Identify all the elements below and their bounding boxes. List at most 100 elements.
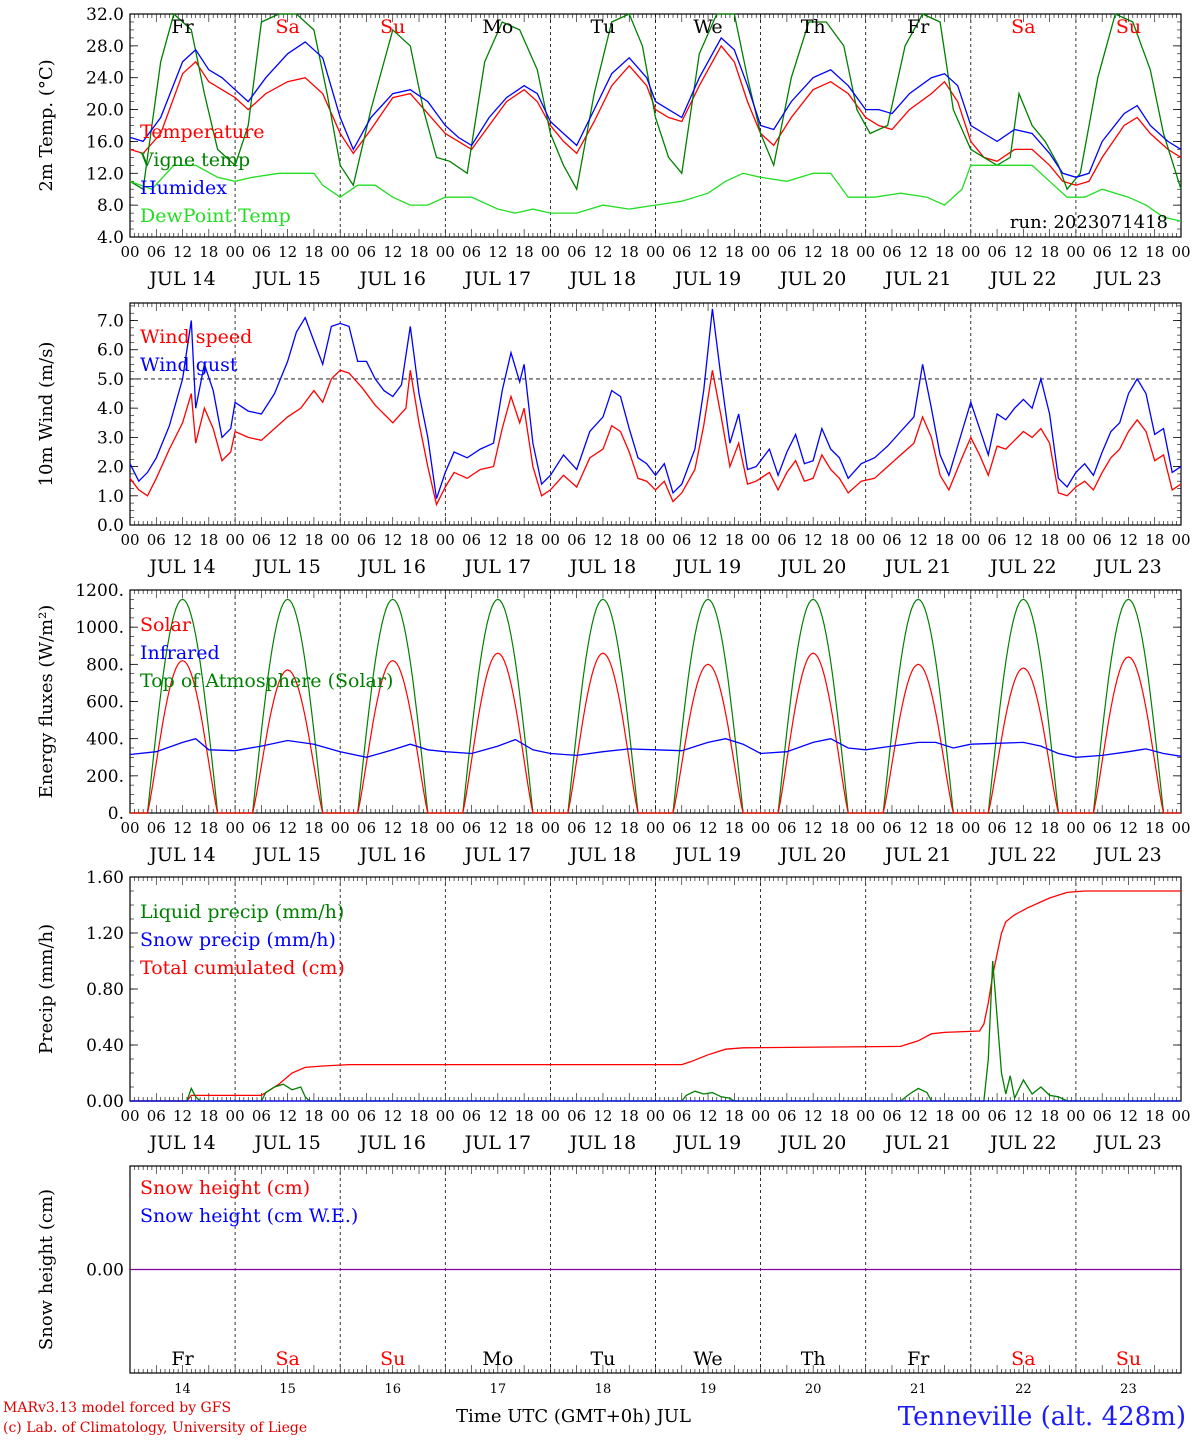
hour-label: 06 [777,819,796,837]
hour-label: 12 [278,243,297,261]
station-name: Tenneville (alt. 428m) [897,1402,1186,1432]
hour-label: 12 [1119,243,1138,261]
hour-label: 06 [1093,1107,1112,1125]
hour-label: 18 [725,819,744,837]
hour-label: 12 [699,243,718,261]
y-axis-title: Precip (mm/h) [36,924,57,1054]
hour-label: 18 [409,243,428,261]
hour-label: 06 [147,1107,166,1125]
y-tick-label: 6.0 [97,341,124,361]
hour-label: 06 [777,531,796,549]
hour-label: 06 [567,1107,586,1125]
hour-label: 06 [357,819,376,837]
hour-label: 00 [1066,819,1085,837]
hour-label: 12 [383,819,402,837]
hour-label: 18 [409,819,428,837]
hour-label: 18 [199,243,218,261]
date-label: JUL 16 [358,268,426,290]
hour-label: 18 [935,819,954,837]
hour-label: 18 [199,531,218,549]
hour-label: 18 [725,243,744,261]
hour-label: 12 [1119,531,1138,549]
legend-entry: Wind speed [140,326,252,348]
date-label: JUL 17 [463,556,531,578]
run-label: run: 2023071418 [1010,212,1168,233]
hour-label: 06 [777,1107,796,1125]
hour-label: 06 [567,531,586,549]
hour-label: 00 [541,531,560,549]
hour-label: 12 [173,1107,192,1125]
day-name: Tu [590,1348,615,1370]
date-label: JUL 15 [252,844,320,866]
date-label: JUL 18 [568,556,636,578]
date-label: JUL 19 [673,268,741,290]
hour-label: 18 [199,819,218,837]
legend-entry: Snow precip (mm/h) [140,929,336,951]
hour-label: 06 [672,243,691,261]
hour-label: 18 [515,819,534,837]
hour-label: 00 [436,243,455,261]
y-tick-label: 0.80 [86,980,124,1000]
date-label: JUL 19 [673,556,741,578]
hour-label: 12 [909,531,928,549]
hour-label: 12 [909,1107,928,1125]
series-line-infrared [129,737,1182,758]
hour-label: 18 [1145,1107,1164,1125]
hour-label: 12 [804,243,823,261]
hour-label: 00 [436,531,455,549]
hour-label: 18 [304,819,323,837]
hour-label: 00 [856,531,875,549]
hour-label: 18 [725,1107,744,1125]
series-line-total-cumulated-cm- [130,890,1181,1102]
hour-label: 12 [909,243,928,261]
y-tick-label: 400. [86,730,124,750]
hour-label: 00 [751,1107,770,1125]
hour-label: 12 [804,819,823,837]
hour-label: 00 [646,819,665,837]
hour-label: 12 [1014,531,1033,549]
hour-label: 00 [436,819,455,837]
series-line-vigne-temp [129,12,1182,192]
hour-label: 18 [409,531,428,549]
legend-entry: Snow height (cm W.E.) [140,1205,358,1227]
date-label: JUL 23 [1093,844,1161,866]
series-line-wind-speed [129,369,1182,507]
hour-label: 00 [226,531,245,549]
hour-label: 00 [120,819,139,837]
series-line-solar [130,652,1181,814]
y-tick-label: 2.0 [97,458,124,478]
y-tick-label: 1000. [75,618,124,638]
day-number: 15 [279,1382,296,1397]
hour-label: 18 [515,1107,534,1125]
day-name: Sa [275,1348,299,1370]
y-axis-title: Energy fluxes (W/m²) [36,605,57,799]
hour-label: 06 [882,531,901,549]
hour-label: 06 [672,1107,691,1125]
legend-entry: Solar [140,614,192,636]
hour-label: 00 [961,819,980,837]
hour-label: 06 [462,243,481,261]
x-axis-title: Time UTC (GMT+0h) JUL [456,1406,691,1427]
date-label: JUL 16 [358,1132,426,1154]
y-tick-label: 4.0 [97,399,124,419]
hour-label: 00 [541,1107,560,1125]
hour-label: 00 [1066,1107,1085,1125]
date-label: JUL 14 [147,556,215,578]
hour-label: 12 [488,531,507,549]
hour-label: 06 [462,531,481,549]
day-name: Mo [482,1348,513,1370]
hour-label: 12 [488,243,507,261]
day-number: 16 [384,1382,401,1397]
y-tick-label: 1200. [75,581,124,601]
hour-label: 06 [462,1107,481,1125]
hour-label: 12 [804,1107,823,1125]
hour-label: 18 [1145,819,1164,837]
hour-label: 00 [541,819,560,837]
legend-entry: Humidex [140,177,227,199]
date-label: JUL 22 [988,268,1056,290]
hour-label: 12 [1014,243,1033,261]
y-tick-label: 7.0 [97,312,124,332]
hour-label: 06 [357,531,376,549]
day-name: Th [801,1348,826,1370]
hour-label: 00 [226,1107,245,1125]
